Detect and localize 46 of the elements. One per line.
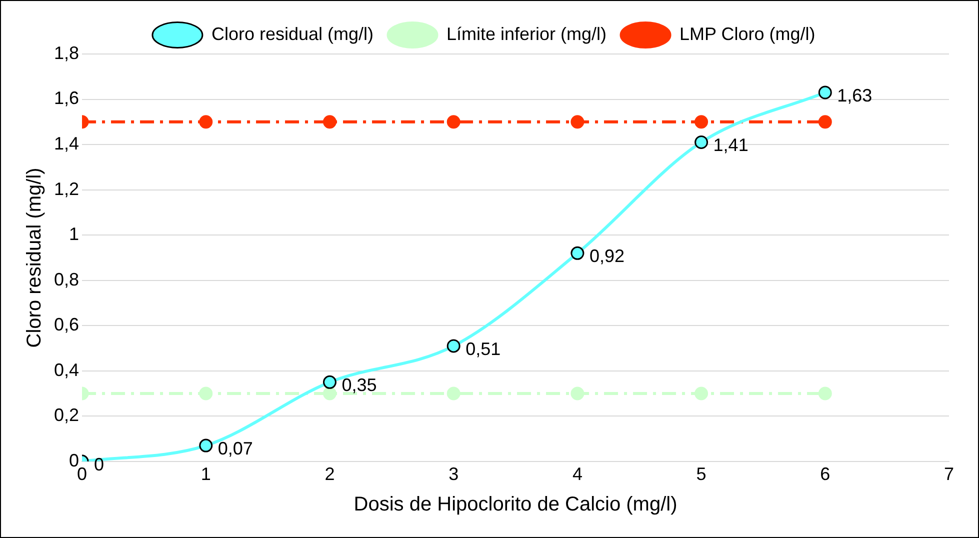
x-tick-label: 3 bbox=[448, 464, 459, 484]
point bbox=[199, 438, 213, 452]
point bbox=[570, 246, 584, 260]
point bbox=[446, 339, 460, 353]
data-label: 0,35 bbox=[342, 375, 377, 396]
point bbox=[694, 115, 708, 129]
y-tick-label: 0 bbox=[69, 450, 80, 470]
x-tick-label: 1 bbox=[200, 464, 211, 484]
y-tick-label: 0,6 bbox=[54, 314, 80, 335]
legend-label: Límite inferior (mg/l) bbox=[446, 24, 607, 44]
x-axis-title: Dosis de Hipoclorito de Calcio (mg/l) bbox=[354, 494, 678, 516]
y-tick-label: 0,8 bbox=[54, 269, 80, 290]
point bbox=[818, 86, 832, 100]
y-tick-label: 1,4 bbox=[54, 134, 80, 154]
data-label: 1,63 bbox=[837, 85, 872, 106]
y-tick-label: 1 bbox=[69, 224, 80, 244]
data-label: 0,07 bbox=[218, 438, 253, 459]
point bbox=[199, 115, 213, 129]
point bbox=[694, 136, 708, 150]
point bbox=[322, 375, 336, 389]
data-label: 1,41 bbox=[713, 135, 748, 156]
point bbox=[818, 115, 832, 129]
point bbox=[446, 115, 460, 129]
x-tick-label: 7 bbox=[944, 464, 954, 484]
x-tick-label: 5 bbox=[696, 464, 706, 484]
y-tick-label: 1,6 bbox=[54, 88, 80, 108]
legend-label: Cloro residual (mg/l) bbox=[211, 24, 374, 44]
y-tick-label: 1,8 bbox=[54, 42, 80, 63]
y-tick-label: 0,4 bbox=[54, 360, 80, 380]
legend-label: LMP Cloro (mg/l) bbox=[680, 24, 816, 44]
point bbox=[446, 386, 460, 400]
data-label: 0,51 bbox=[466, 338, 501, 359]
x-tick-label: 6 bbox=[820, 464, 830, 484]
point bbox=[322, 115, 336, 129]
data-label: 0,92 bbox=[589, 246, 624, 266]
point bbox=[322, 386, 336, 400]
y-tick-label: 0,2 bbox=[54, 405, 80, 426]
point bbox=[570, 115, 584, 129]
y-axis-title: Cloro residual (mg/l) bbox=[24, 168, 46, 348]
y-tick-label: 1,2 bbox=[54, 178, 80, 199]
point bbox=[818, 386, 832, 400]
point bbox=[570, 386, 584, 400]
x-tick-label: 2 bbox=[324, 464, 335, 484]
point bbox=[199, 386, 213, 400]
point bbox=[694, 386, 708, 400]
x-tick-label: 4 bbox=[572, 464, 582, 484]
